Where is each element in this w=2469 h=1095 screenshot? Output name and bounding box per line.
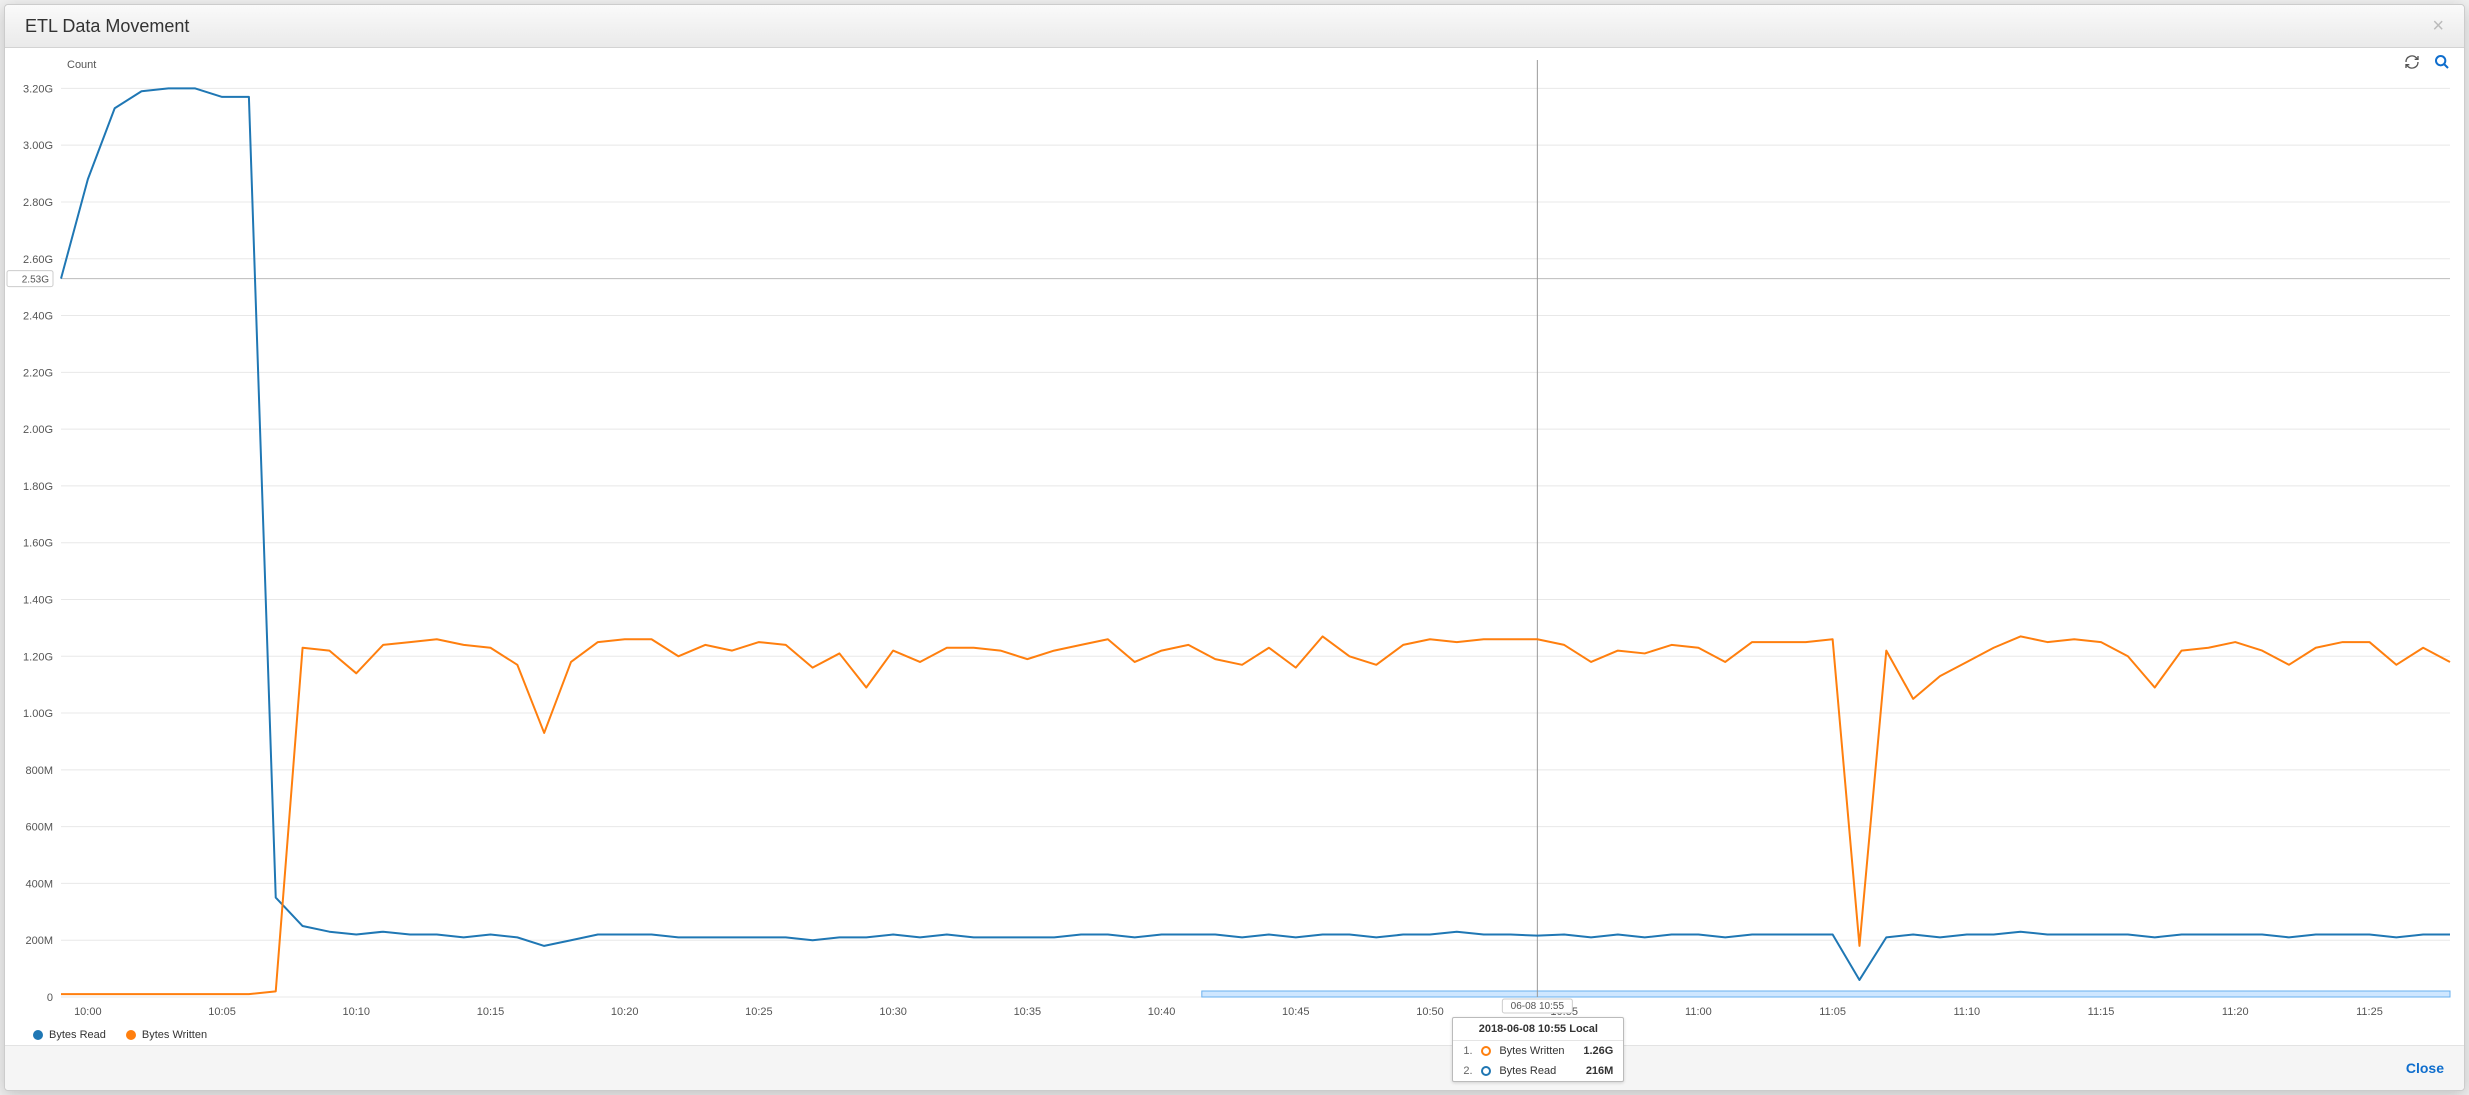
svg-text:10:10: 10:10 <box>343 1006 371 1018</box>
modal-footer: Close <box>5 1045 2464 1090</box>
svg-text:2.60G: 2.60G <box>23 254 53 266</box>
tooltip-dot <box>1481 1046 1491 1056</box>
svg-text:Count: Count <box>67 59 96 71</box>
svg-text:10:15: 10:15 <box>477 1006 505 1018</box>
svg-text:1.80G: 1.80G <box>23 481 53 493</box>
svg-text:11:10: 11:10 <box>1953 1006 1980 1018</box>
chart-modal: ETL Data Movement × 0200M400M600M800M1.0… <box>4 4 2465 1091</box>
svg-text:11:05: 11:05 <box>1819 1006 1846 1018</box>
legend-item[interactable]: Bytes Read <box>33 1029 106 1041</box>
svg-text:11:20: 11:20 <box>2222 1006 2249 1018</box>
svg-text:11:15: 11:15 <box>2088 1006 2115 1018</box>
svg-text:0: 0 <box>47 992 53 1004</box>
svg-text:10:30: 10:30 <box>879 1006 907 1018</box>
modal-title: ETL Data Movement <box>25 16 189 37</box>
svg-text:400M: 400M <box>25 878 53 890</box>
tooltip-label: Bytes Written <box>1499 1045 1564 1057</box>
svg-text:1.40G: 1.40G <box>23 594 53 606</box>
tooltip-row: 2. Bytes Read 216M <box>1453 1061 1623 1081</box>
svg-text:2.80G: 2.80G <box>23 197 53 209</box>
svg-text:1.60G: 1.60G <box>23 538 53 550</box>
chart-legend: Bytes Read Bytes Written <box>33 1023 207 1047</box>
legend-label: Bytes Written <box>142 1029 207 1041</box>
close-icon[interactable]: × <box>2432 16 2444 36</box>
svg-text:2.40G: 2.40G <box>23 311 53 323</box>
svg-text:2.20G: 2.20G <box>23 367 53 379</box>
svg-text:2.53G: 2.53G <box>22 275 49 286</box>
svg-text:10:00: 10:00 <box>74 1006 102 1018</box>
svg-text:600M: 600M <box>25 822 53 834</box>
svg-text:1.20G: 1.20G <box>23 651 53 663</box>
tooltip-value: 1.26G <box>1583 1045 1613 1057</box>
svg-text:10:45: 10:45 <box>1282 1006 1310 1018</box>
tooltip-label: Bytes Read <box>1499 1065 1556 1077</box>
svg-text:800M: 800M <box>25 765 53 777</box>
chart-tooltip: 2018-06-08 10:55 Local 1. Bytes Written … <box>1452 1017 1624 1082</box>
svg-text:2.00G: 2.00G <box>23 424 53 436</box>
tooltip-value: 216M <box>1586 1065 1614 1077</box>
svg-text:10:25: 10:25 <box>745 1006 773 1018</box>
svg-text:10:50: 10:50 <box>1416 1006 1444 1018</box>
close-button[interactable]: Close <box>2406 1060 2444 1076</box>
svg-text:1.00G: 1.00G <box>23 708 53 720</box>
refresh-icon[interactable] <box>2404 54 2420 75</box>
line-chart[interactable]: 0 200M 400M 600M 800M 1.00G 1.20G 1.40G 1.60G 1.8… <box>5 48 2464 1045</box>
search-icon[interactable] <box>2434 54 2450 75</box>
modal-header: ETL Data Movement × <box>5 5 2464 48</box>
svg-text:06-08 10:55: 06-08 10:55 <box>1511 1001 1565 1012</box>
tooltip-dot <box>1481 1066 1491 1076</box>
svg-text:3.20G: 3.20G <box>23 83 53 95</box>
tooltip-idx: 2. <box>1463 1065 1473 1077</box>
svg-text:11:25: 11:25 <box>2356 1006 2383 1018</box>
legend-label: Bytes Read <box>49 1029 106 1041</box>
svg-text:200M: 200M <box>25 935 53 947</box>
legend-item[interactable]: Bytes Written <box>126 1029 207 1041</box>
legend-swatch <box>126 1030 136 1040</box>
svg-text:10:20: 10:20 <box>611 1006 639 1018</box>
svg-text:10:35: 10:35 <box>1014 1006 1042 1018</box>
svg-text:10:05: 10:05 <box>208 1006 236 1018</box>
legend-swatch <box>33 1030 43 1040</box>
tooltip-idx: 1. <box>1463 1045 1473 1057</box>
chart-area[interactable]: 0 200M 400M 600M 800M 1.00G 1.20G 1.40G 1.60G 1.8… <box>5 48 2464 1045</box>
tooltip-row: 1. Bytes Written 1.26G <box>1453 1041 1623 1061</box>
tooltip-timestamp: 2018-06-08 10:55 Local <box>1453 1018 1623 1041</box>
svg-text:3.00G: 3.00G <box>23 140 53 152</box>
chart-toolbar <box>2404 54 2450 75</box>
svg-text:10:40: 10:40 <box>1148 1006 1176 1018</box>
svg-text:11:00: 11:00 <box>1685 1006 1712 1018</box>
